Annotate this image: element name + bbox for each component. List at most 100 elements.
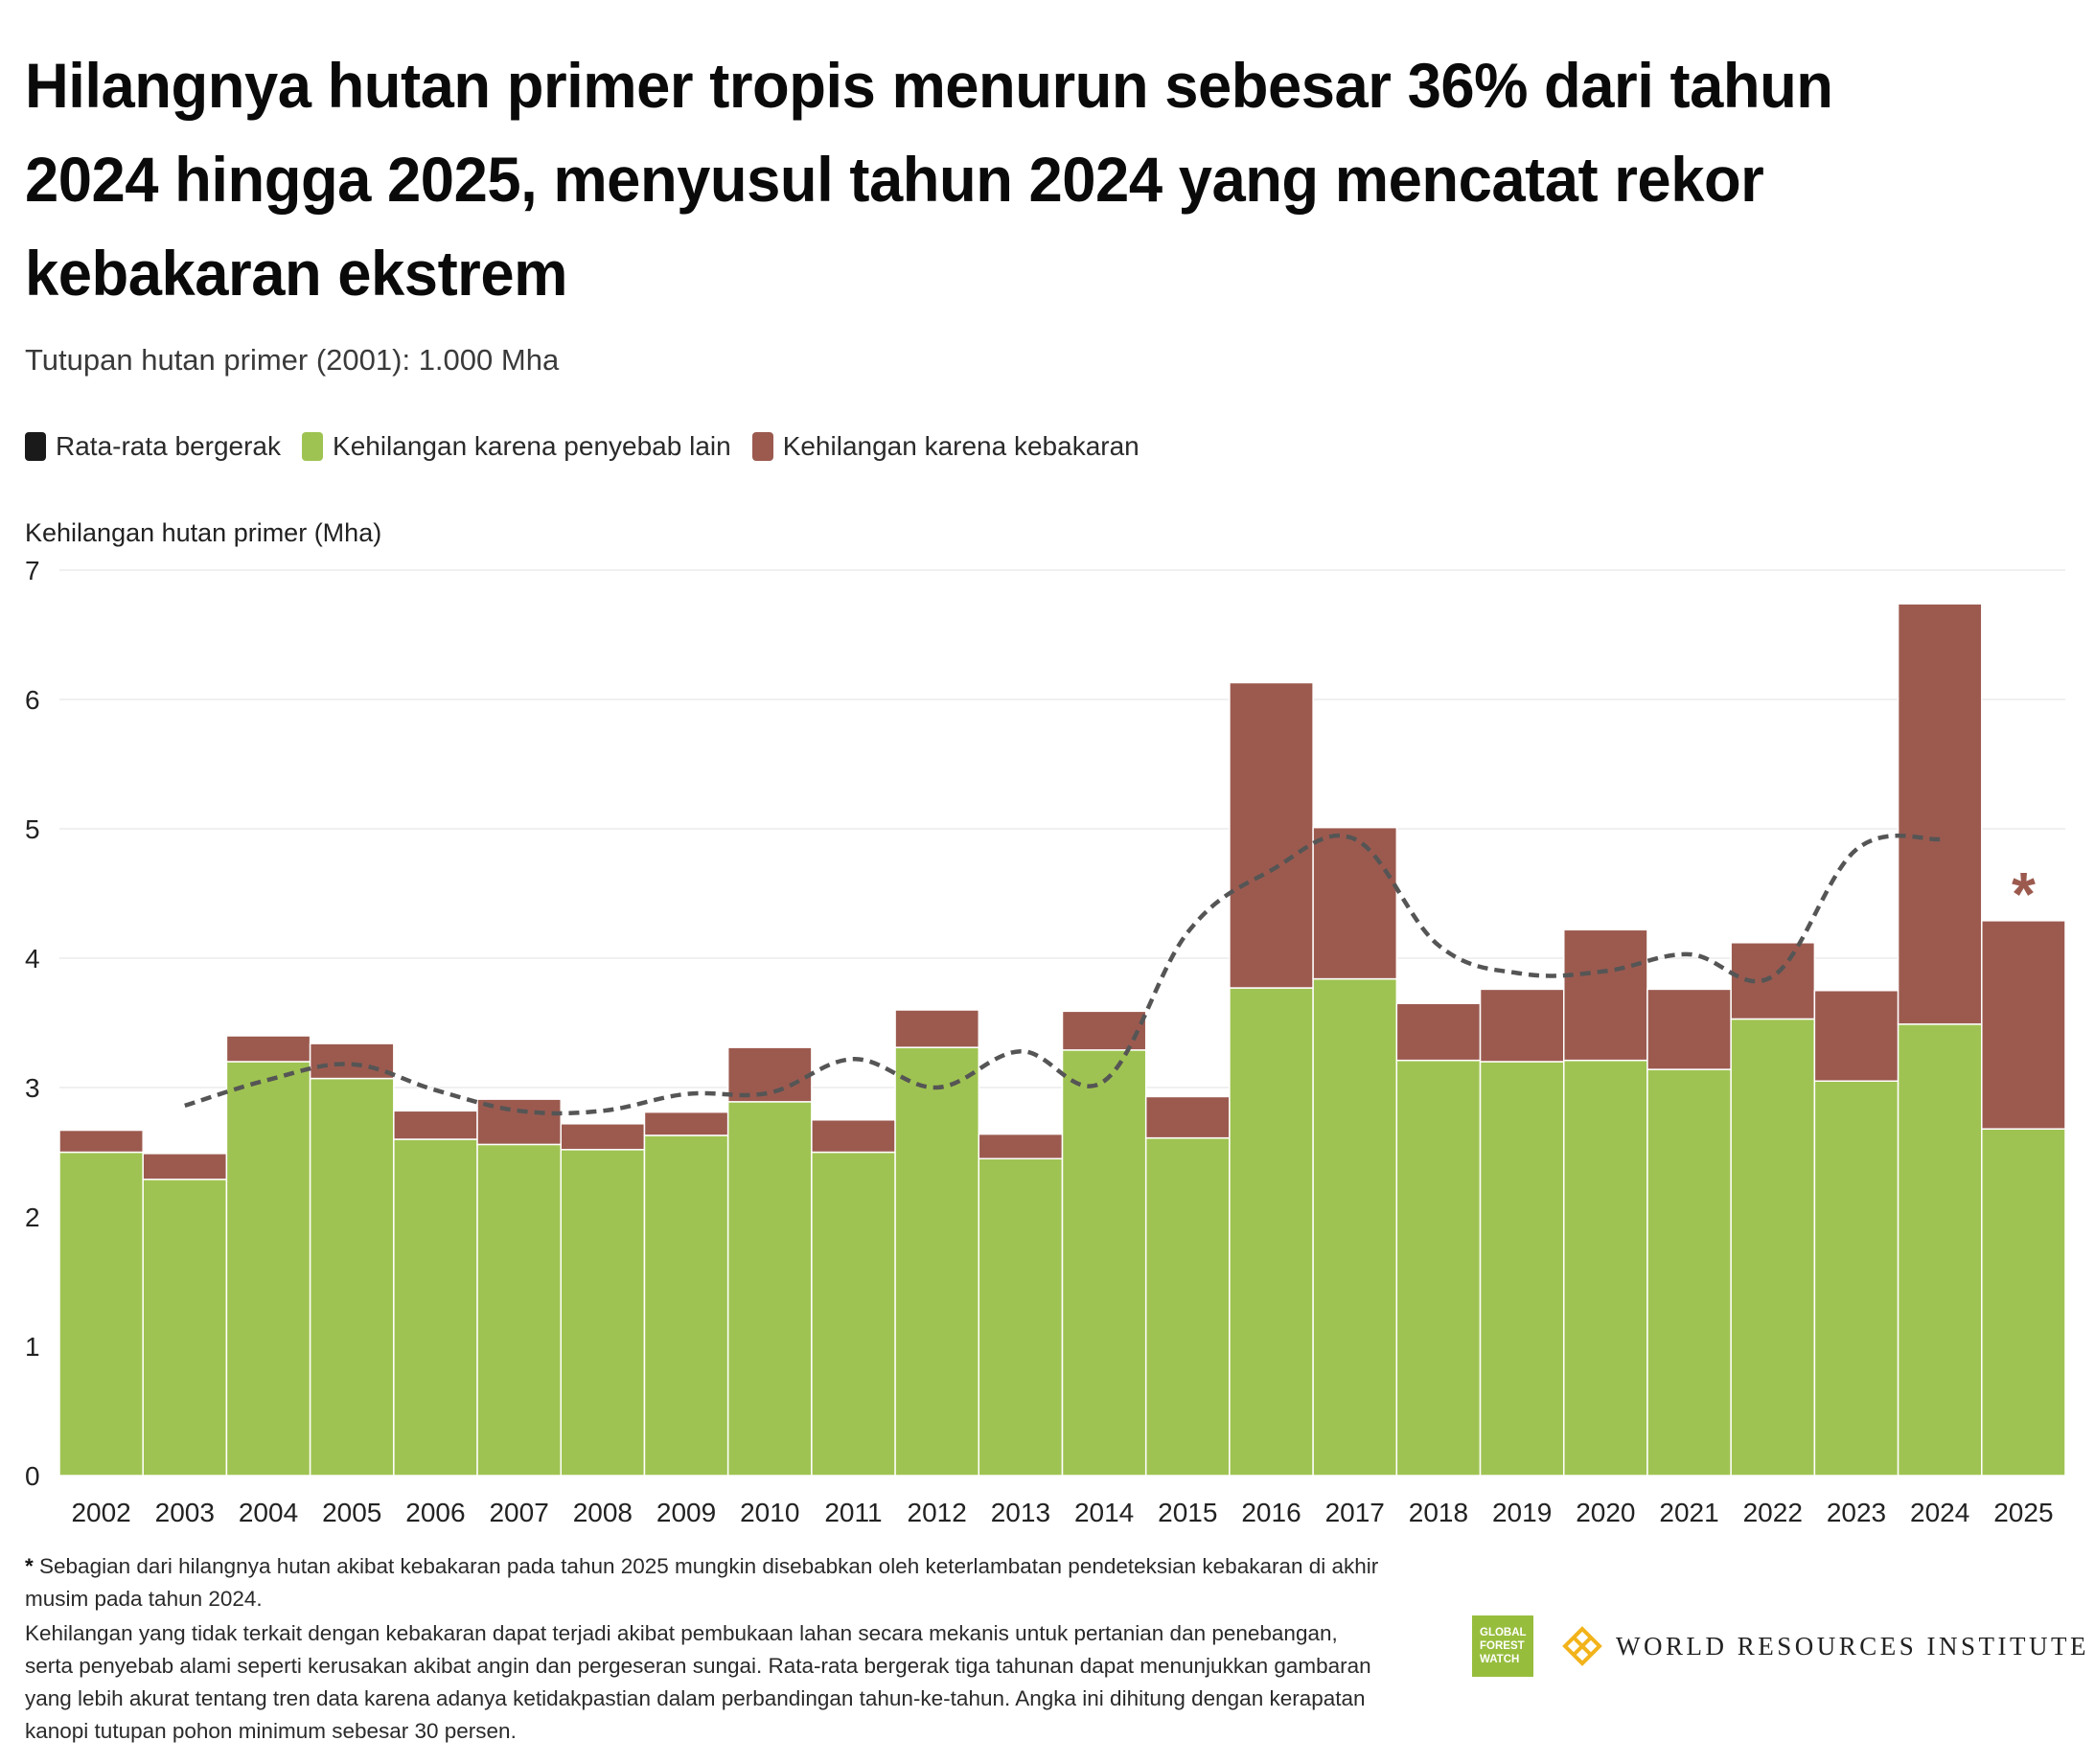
bar-other-2024 — [1897, 1023, 1983, 1477]
moving-average-line — [184, 833, 1941, 1116]
x-tick-label-2013: 2013 — [991, 1498, 1050, 1527]
bar-fire-2008 — [560, 1123, 646, 1151]
x-tick-label-2019: 2019 — [1492, 1498, 1552, 1527]
x-tick-label-2006: 2006 — [405, 1498, 465, 1527]
bar-other-2020 — [1563, 1059, 1648, 1477]
x-tick-label-2022: 2022 — [1743, 1498, 1803, 1527]
bar-other-2007 — [476, 1143, 562, 1477]
bar-other-2005 — [309, 1077, 395, 1477]
y-axis-ticks: 0 1 2 3 4 5 6 7 — [25, 556, 40, 1491]
bar-other-2006 — [393, 1138, 478, 1477]
x-tick-label-2018: 2018 — [1409, 1498, 1468, 1527]
y-tick-label-4: 4 — [25, 944, 40, 974]
x-tick-label-2009: 2009 — [656, 1498, 716, 1527]
legend-item-moving-average: Rata-rata bergerak — [25, 431, 281, 462]
bar-other-2023 — [1813, 1080, 1899, 1477]
bar-other-2003 — [142, 1179, 228, 1477]
bar-fire-2004 — [225, 1035, 311, 1063]
footnote-star-text: Sebagian dari hilangnya hutan akibat keb… — [25, 1554, 1379, 1611]
bar-fire-2006 — [393, 1110, 478, 1140]
bar-fire-2023 — [1813, 990, 1899, 1082]
legend-label-other-causes: Kehilangan karena penyebab lain — [333, 431, 731, 461]
legend: Rata-rata bergerak Kehilangan karena pen… — [25, 431, 1161, 462]
bar-fire-2022 — [1730, 942, 1816, 1020]
gfw-logo-line-2: FOREST — [1480, 1640, 1525, 1652]
legend-label-moving-average: Rata-rata bergerak — [56, 431, 282, 461]
x-tick-label-2023: 2023 — [1827, 1498, 1886, 1527]
legend-swatch-other-causes — [302, 432, 324, 461]
x-tick-label-2015: 2015 — [1158, 1498, 1217, 1527]
x-tick-label-2008: 2008 — [573, 1498, 633, 1527]
x-tick-label-2012: 2012 — [908, 1498, 967, 1527]
bar-fire-2003 — [142, 1153, 228, 1180]
bar-fire-2009 — [643, 1111, 729, 1136]
wri-logo: WORLD RESOURCES INSTITUTE — [1562, 1626, 2089, 1666]
gfw-logo-line-3: WATCH — [1480, 1654, 1520, 1665]
bar-fire-2014 — [1061, 1010, 1147, 1051]
y-tick-label-3: 3 — [25, 1073, 40, 1103]
legend-label-fire: Kehilangan karena kebakaran — [782, 431, 1140, 461]
footnote-star: * — [25, 1554, 34, 1578]
legend-swatch-moving-average — [25, 432, 46, 461]
x-tick-label-2025: 2025 — [1993, 1498, 2053, 1527]
bar-fire-2016 — [1229, 681, 1314, 989]
x-tick-label-2010: 2010 — [740, 1498, 799, 1527]
chart-title: Hilangnya hutan primer tropis menurun se… — [25, 50, 1833, 309]
bar-other-2025 — [1981, 1128, 2066, 1477]
bar-other-2010 — [726, 1101, 813, 1477]
bar-fire-2017 — [1312, 826, 1398, 980]
bar-fire-2013 — [978, 1133, 1064, 1159]
x-tick-label-2014: 2014 — [1074, 1498, 1134, 1527]
bar-other-2015 — [1144, 1136, 1231, 1477]
bar-fire-2024 — [1897, 603, 1983, 1025]
legend-item-other-causes: Kehilangan karena penyebab lain — [302, 431, 731, 462]
bar-fire-2011 — [811, 1119, 896, 1154]
bar-other-2012 — [894, 1046, 980, 1477]
x-tick-label-2017: 2017 — [1325, 1498, 1385, 1527]
bar-fire-2007 — [476, 1098, 562, 1146]
footnote-body: Kehilangan yang tidak terkait dengan keb… — [25, 1621, 1371, 1743]
chart-subtitle: Tutupan hutan primer (2001): 1.000 Mha — [25, 343, 560, 377]
bar-other-2018 — [1395, 1059, 1482, 1477]
stacked-bar-chart: Kehilangan hutan primer (Mha) 0 1 2 3 4 5 6 7 2… — [25, 518, 2066, 1527]
bar-other-2019 — [1479, 1061, 1565, 1477]
bar-other-2011 — [811, 1151, 896, 1477]
bar-fire-2012 — [894, 1009, 980, 1048]
y-tick-label-0: 0 — [25, 1461, 40, 1491]
annotation-asterisk: * — [2012, 859, 2036, 928]
bar-fire-2005 — [309, 1042, 395, 1080]
bar-other-2009 — [643, 1134, 729, 1477]
footnote: * Sebagian dari hilangnya hutan akibat k… — [25, 1550, 1386, 1750]
y-axis-label: Kehilangan hutan primer (Mha) — [25, 518, 381, 547]
moving-average-path — [184, 833, 1941, 1116]
bars — [58, 603, 2066, 1477]
bar-fire-2025 — [1981, 920, 2066, 1130]
bar-other-2022 — [1730, 1018, 1816, 1477]
legend-swatch-fire — [751, 432, 773, 461]
x-tick-label-2007: 2007 — [489, 1498, 548, 1527]
bar-other-2002 — [58, 1151, 144, 1477]
bar-other-2017 — [1312, 977, 1398, 1477]
y-tick-label-5: 5 — [25, 814, 40, 844]
legend-item-fire: Kehilangan karena kebakaran — [751, 431, 1140, 462]
bar-other-2014 — [1061, 1049, 1147, 1477]
x-tick-label-2004: 2004 — [239, 1498, 298, 1527]
x-axis-ticks: 2002 2003 2004 2005 2006 2007 2008 2009 2010 2011… — [71, 1498, 2053, 1527]
bar-other-2004 — [225, 1061, 311, 1477]
footnote-asterisk-note: * Sebagian dari hilangnya hutan akibat k… — [25, 1550, 1386, 1615]
x-tick-label-2005: 2005 — [322, 1498, 381, 1527]
bar-other-2016 — [1229, 987, 1314, 1477]
x-tick-label-2003: 2003 — [155, 1498, 215, 1527]
logos: GLOBAL FOREST WATCH WORLD RESOURCES INST… — [1472, 1615, 2089, 1677]
bar-fire-2021 — [1646, 988, 1732, 1070]
x-tick-label-2024: 2024 — [1910, 1498, 1969, 1527]
gfw-logo-line-1: GLOBAL — [1480, 1627, 1527, 1638]
bar-fire-2015 — [1144, 1095, 1231, 1139]
y-tick-label-2: 2 — [25, 1203, 40, 1232]
bar-other-2021 — [1646, 1068, 1732, 1477]
annotations: * — [2012, 859, 2036, 928]
y-tick-label-1: 1 — [25, 1332, 40, 1362]
x-tick-label-2011: 2011 — [824, 1498, 882, 1527]
wri-name: WORLD RESOURCES INSTITUTE — [1616, 1631, 2089, 1661]
y-tick-label-6: 6 — [25, 685, 40, 715]
